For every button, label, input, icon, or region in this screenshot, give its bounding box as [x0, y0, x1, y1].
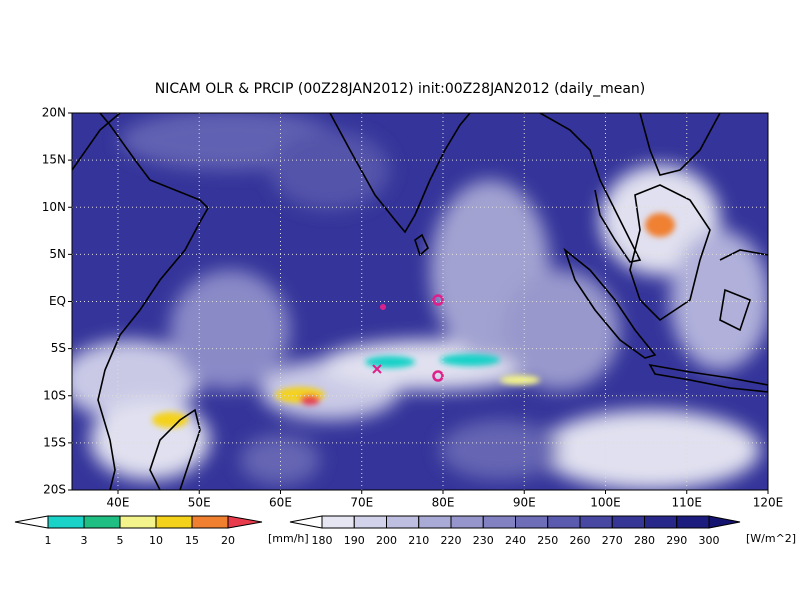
- coastline: [97, 113, 209, 490]
- colorbar-segment: [611, 515, 645, 529]
- y-tick-label: 20N: [42, 106, 66, 120]
- colorbar-segment: [83, 515, 121, 529]
- marker: [432, 294, 444, 306]
- colorbar-label: 300: [699, 534, 720, 547]
- map-title: NICAM OLR & PRCIP (00Z28JAN2012) init:00…: [155, 81, 646, 97]
- colorbar-segment: [14, 515, 49, 529]
- colorbar-label: 180: [312, 534, 333, 547]
- coastline: [149, 408, 201, 490]
- marker: [380, 304, 386, 310]
- marker: [372, 364, 382, 374]
- y-tick-label: 10N: [42, 200, 66, 214]
- colorbar-label: 210: [408, 534, 429, 547]
- coastline: [563, 247, 657, 359]
- colorbars: 1 3 5 10 15 20 [mm/h] 180 190 200 210 220 230 240 250 2…: [14, 515, 796, 547]
- colorbar-label: 190: [344, 534, 365, 547]
- colorbar-segment: [708, 515, 741, 529]
- coastline: [329, 113, 471, 234]
- colorbar-label: 240: [505, 534, 526, 547]
- colorbar-label: 15: [185, 534, 199, 547]
- y-tick-label: 5S: [51, 341, 66, 355]
- coastline: [629, 184, 711, 322]
- colorbar-segment: [676, 515, 710, 529]
- colorbar-label: 290: [666, 534, 687, 547]
- coastline: [72, 113, 121, 171]
- x-tick-label: 50E: [188, 496, 211, 510]
- colorbar-segment: [155, 515, 193, 529]
- colorbar-label: 5: [117, 534, 124, 547]
- colorbar-label: 230: [473, 534, 494, 547]
- x-tick-label: 80E: [432, 496, 455, 510]
- colorbar-label: 200: [376, 534, 397, 547]
- x-tick-label: 120E: [753, 496, 784, 510]
- marker: [432, 370, 444, 382]
- x-tick-label: 70E: [350, 496, 373, 510]
- colorbar-segment: [47, 515, 85, 529]
- y-tick-label: 10S: [43, 388, 66, 402]
- map-field: [72, 113, 768, 490]
- colorbar-segment: [482, 515, 516, 529]
- colorbar-label: 220: [441, 534, 462, 547]
- coastline: [639, 113, 721, 176]
- colorbar-label: 250: [537, 534, 558, 547]
- y-tick-label: 15S: [43, 435, 66, 449]
- colorbar-label: 270: [602, 534, 623, 547]
- y-tick-label: EQ: [49, 294, 66, 308]
- colorbar-segment: [450, 515, 484, 529]
- colorbar-segment: [289, 515, 323, 529]
- colorbar-segment: [386, 515, 420, 529]
- colorbar-label: 3: [81, 534, 88, 547]
- colorbar-segment: [119, 515, 157, 529]
- colorbar-segment: [191, 515, 229, 529]
- colorbar-segment: [547, 515, 581, 529]
- colorbar-label: 260: [570, 534, 591, 547]
- colorbar-segment: [353, 515, 387, 529]
- colorbar-segment: [418, 515, 452, 529]
- colorbar-label: 280: [634, 534, 655, 547]
- x-tick-label: 40E: [107, 496, 130, 510]
- colorbar-segment: [579, 515, 613, 529]
- x-tick-label: 60E: [269, 496, 292, 510]
- colorbar-label: 20: [221, 534, 235, 547]
- colorbar-segment: [644, 515, 678, 529]
- colorbar-unit: [mm/h]: [268, 532, 309, 545]
- colorbar-segment: [321, 515, 355, 529]
- y-tick-label: 15N: [42, 153, 66, 167]
- x-tick-label: 100E: [590, 496, 621, 510]
- y-tick-label: 20S: [43, 483, 66, 497]
- colorbar-label: 1: [45, 534, 52, 547]
- colorbar-segment: [227, 515, 263, 529]
- x-tick-label: 90E: [513, 496, 536, 510]
- coastline: [414, 233, 429, 257]
- axes: 40E 50E 60E 70E 80E 90E 100E 110E 120E 20N 15N 10N 5…: [42, 106, 784, 510]
- y-tick-label: 5N: [49, 247, 66, 261]
- coastline: [539, 113, 642, 263]
- x-tick-label: 110E: [671, 496, 702, 510]
- colorbar-label: 10: [149, 534, 163, 547]
- grid: [72, 113, 768, 490]
- colorbar-segment: [515, 515, 549, 529]
- coastline: [648, 363, 768, 393]
- coastline: [719, 249, 768, 332]
- colorbar-unit: [W/m^2]: [746, 532, 796, 545]
